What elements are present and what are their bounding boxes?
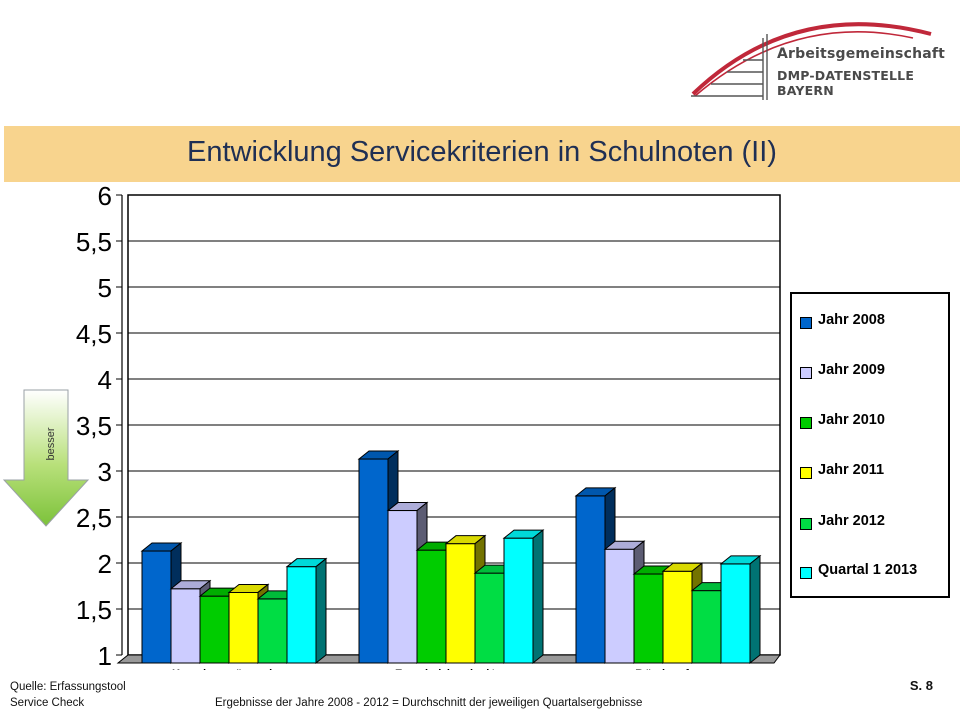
y-tick-label: 6 [98,185,112,211]
bar-side [749,554,761,665]
y-tick-label: 2,5 [76,503,112,533]
bar [719,554,762,665]
x-tick-label: Rückruf [635,668,691,670]
bar-front [141,550,172,664]
legend-swatch [800,467,812,479]
x-tick-label: Kundenwünsche [172,668,286,670]
legend-label: Jahr 2010 [818,412,885,428]
bar [502,529,545,665]
y-tick-label: 4 [98,365,112,395]
bar-front [387,510,418,664]
y-tick-label: 1 [98,641,112,670]
bar-front [604,548,635,664]
bar-front [474,572,505,664]
legend-label: Jahr 2012 [818,513,885,529]
bar-chart: 1 1,5 2 2,5 3 3,5 4 4,5 5 5,5 6 Kundenwünsche Erreic… [76,185,781,670]
y-tick-label: 5,5 [76,227,112,257]
arrow-label: besser [45,427,57,461]
title-bar: Entwicklung Servicekriterien in Schulnot… [4,126,960,182]
bar-front [720,563,751,664]
bar-front [257,598,288,664]
bar-front [445,543,476,664]
legend-swatch [800,417,812,429]
bar-side [532,529,544,665]
legend-label: Quartal 1 2013 [818,562,918,578]
bar-front [503,537,534,664]
bar-front [662,570,693,664]
bar-front [228,591,259,664]
bar-front [170,588,201,664]
legend-swatch [800,367,812,379]
page-title: Entwicklung Servicekriterien in Schulnot… [187,136,777,168]
legend-swatch [800,317,812,329]
logo-text-line1: Arbeitsgemeinschaft [777,46,946,62]
chart-legend: Jahr 2008 Jahr 2009 Jahr 2010 Jahr 2011 Jahr… [790,292,950,598]
y-tick-label: 4,5 [76,319,112,349]
bar-front [286,566,317,664]
bar-front [633,573,664,664]
legend-swatch [800,567,812,579]
x-tick-label: Erreichbarkeit [395,668,497,670]
bar-front [691,590,722,664]
logo [691,22,932,100]
bar-side [315,557,327,665]
bar-front [199,595,230,664]
y-tick-label: 3 [98,457,112,487]
bar [285,557,328,665]
bar-front [575,495,606,664]
legend-label: Jahr 2008 [818,312,885,328]
footer-note: Ergebnisse der Jahre 2008 - 2012 = Durch… [215,697,643,709]
y-tick-label: 1,5 [76,595,112,625]
bar-front [358,458,389,664]
y-tick-label: 2 [98,549,112,579]
y-tick-label: 3,5 [76,411,112,441]
logo-text-line2: DMP-DATENSTELLE BAYERN [777,68,915,98]
down-arrow-icon [2,389,90,527]
footer-source-line1: Quelle: Erfassungstool [10,681,126,693]
y-tick-label: 5 [98,273,112,303]
bar-front [416,549,447,664]
legend-label: Jahr 2009 [818,362,885,378]
legend-swatch [800,518,812,530]
legend-label: Jahr 2011 [818,462,885,478]
page-number: S. 8 [909,678,933,693]
footer-source-line2: Service Check [10,697,85,709]
